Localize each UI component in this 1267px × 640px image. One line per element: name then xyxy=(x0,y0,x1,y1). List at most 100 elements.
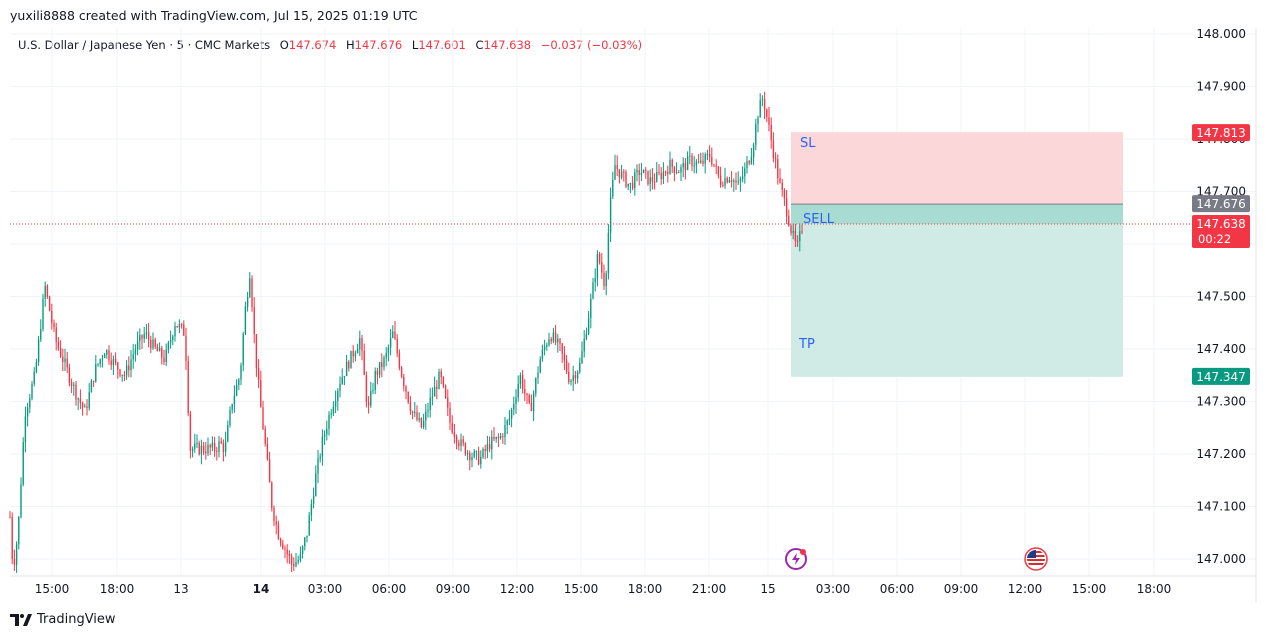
candle xyxy=(711,147,713,167)
open-value: 147.674 xyxy=(288,38,337,52)
candle xyxy=(114,352,117,366)
candle xyxy=(420,417,423,429)
candle xyxy=(539,356,541,374)
candle xyxy=(552,327,555,344)
candle xyxy=(84,403,86,408)
candle xyxy=(697,153,700,164)
candle xyxy=(389,329,392,356)
time-tick: 03:00 xyxy=(816,582,851,596)
candle xyxy=(779,168,781,184)
candle xyxy=(299,546,302,563)
candle xyxy=(400,365,403,379)
candle xyxy=(284,545,286,559)
lightning-event-icon[interactable] xyxy=(785,548,807,570)
candle xyxy=(246,291,249,312)
candle xyxy=(341,368,343,385)
time-axis[interactable]: 15:00 18:00 13 14 03:00 06:00 09:00 12:00 15:00 1… xyxy=(35,582,1172,596)
candle xyxy=(26,402,29,427)
candle xyxy=(585,327,588,341)
candle xyxy=(187,355,189,417)
candle xyxy=(444,384,447,400)
candle xyxy=(374,367,376,395)
time-tick: 15:00 xyxy=(35,582,70,596)
candle xyxy=(614,154,616,180)
price-axis[interactable]: 148.000147.900147.800147.700147.600147.5… xyxy=(1196,27,1246,566)
candle xyxy=(315,465,317,497)
candle xyxy=(418,412,420,423)
candle xyxy=(348,359,350,372)
candle xyxy=(757,115,759,133)
candle xyxy=(405,385,407,400)
candle xyxy=(719,166,722,188)
candle xyxy=(662,162,665,185)
candle xyxy=(57,337,60,351)
position-zones[interactable] xyxy=(791,132,1123,377)
candle xyxy=(730,171,733,188)
candle xyxy=(132,344,134,369)
candle xyxy=(627,183,629,191)
candle xyxy=(682,157,684,178)
candle xyxy=(154,337,156,349)
candle xyxy=(79,389,82,410)
candle xyxy=(286,544,288,564)
candle xyxy=(704,152,706,174)
candle xyxy=(125,360,128,380)
candle xyxy=(128,356,130,378)
candle xyxy=(191,446,194,458)
candle xyxy=(416,405,418,422)
candle xyxy=(332,401,335,417)
symbol-name[interactable]: U.S. Dollar / Japanese Yen · 5 · CMC Mar… xyxy=(18,38,271,52)
candle xyxy=(521,369,524,394)
candle xyxy=(469,450,471,471)
candle xyxy=(777,154,779,185)
candle xyxy=(356,343,359,354)
time-tick: 18:00 xyxy=(628,582,663,596)
candle xyxy=(136,331,139,356)
candle xyxy=(506,419,508,435)
entry-zone[interactable] xyxy=(791,204,1123,225)
candle xyxy=(178,319,181,334)
candle xyxy=(656,161,658,183)
candle xyxy=(431,387,434,406)
candle xyxy=(684,157,687,180)
candle xyxy=(480,450,482,469)
candle xyxy=(257,359,260,389)
candle xyxy=(141,334,143,349)
stop-loss-zone[interactable] xyxy=(791,132,1123,205)
candle xyxy=(781,178,783,197)
candle xyxy=(35,358,38,374)
candle xyxy=(493,427,495,442)
take-profit-zone[interactable] xyxy=(791,224,1123,377)
tradingview-brand: TradingView xyxy=(37,612,116,627)
candle xyxy=(660,166,662,185)
candle xyxy=(86,398,88,416)
us-flag-event-icon[interactable] xyxy=(1024,547,1048,571)
candle xyxy=(293,557,295,571)
candle xyxy=(612,171,614,199)
candle xyxy=(345,354,348,377)
candle xyxy=(528,393,530,405)
time-tick: 09:00 xyxy=(944,582,979,596)
candle xyxy=(205,442,207,460)
candle xyxy=(363,343,365,376)
candle xyxy=(73,381,75,396)
candle xyxy=(548,332,550,347)
candle xyxy=(359,330,361,357)
time-tick: 18:00 xyxy=(1137,582,1172,596)
candle xyxy=(532,390,535,421)
tradingview-watermark: TradingView xyxy=(10,612,116,627)
price-tick: 148.000 xyxy=(1196,27,1246,41)
candle xyxy=(625,169,627,189)
candle xyxy=(642,169,645,174)
candle xyxy=(491,430,493,460)
candle xyxy=(233,385,236,413)
candle xyxy=(266,437,269,461)
change-value: −0.037 (−0.03%) xyxy=(540,38,643,52)
candle xyxy=(18,516,20,550)
candle xyxy=(31,381,33,401)
candle xyxy=(576,370,579,384)
candle xyxy=(207,437,209,457)
candle xyxy=(180,323,183,329)
candle xyxy=(708,145,711,163)
